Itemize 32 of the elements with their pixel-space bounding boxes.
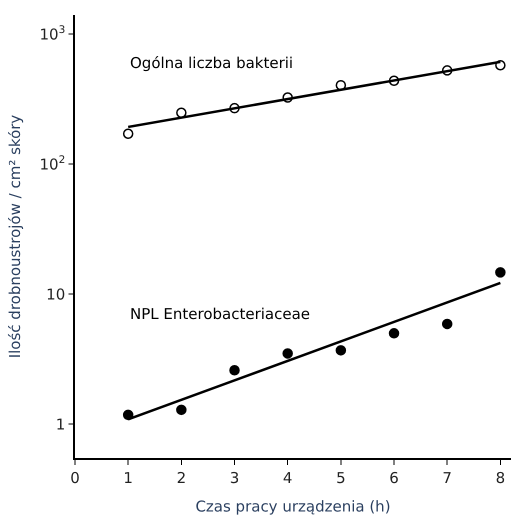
x-tick-label: 1: [123, 468, 133, 487]
point: [336, 345, 346, 356]
x-tick-label: 7: [442, 468, 452, 487]
point: [442, 318, 452, 330]
series-label: Ogólna liczba bakterii: [130, 54, 294, 72]
point: [176, 404, 187, 416]
x-axis-title: Czas pracy urządzenia (h): [195, 497, 391, 516]
point: [176, 108, 187, 118]
point: [229, 102, 240, 114]
x-tick-label: 6: [389, 468, 399, 487]
x-tick-label: 8: [496, 468, 506, 487]
y-tick-label: 10$^{3}$: [39, 24, 66, 44]
point: [388, 328, 400, 339]
y-tick-label: 1: [56, 415, 66, 434]
x-tick-label: 2: [176, 468, 186, 487]
x-tick-label: 3: [230, 468, 240, 487]
x-tick-label: 4: [282, 468, 292, 487]
point: [229, 365, 240, 376]
x-tick-label: 0: [70, 468, 80, 487]
point: [282, 92, 293, 103]
point: [122, 128, 134, 140]
y-tick-label: 10$^{2}$: [39, 154, 66, 174]
y-tick-label: 10: [46, 285, 66, 304]
point: [388, 76, 400, 86]
y-axis-title: Ilość drobnoustrojów / cm² skóry: [6, 114, 24, 358]
point: [495, 60, 506, 71]
text: NPL Enterobacteriaceae: [130, 305, 310, 323]
point: [282, 348, 293, 359]
point: [336, 80, 346, 90]
point: [442, 65, 452, 76]
point: [495, 267, 506, 278]
x-tick-label: 5: [336, 468, 346, 487]
